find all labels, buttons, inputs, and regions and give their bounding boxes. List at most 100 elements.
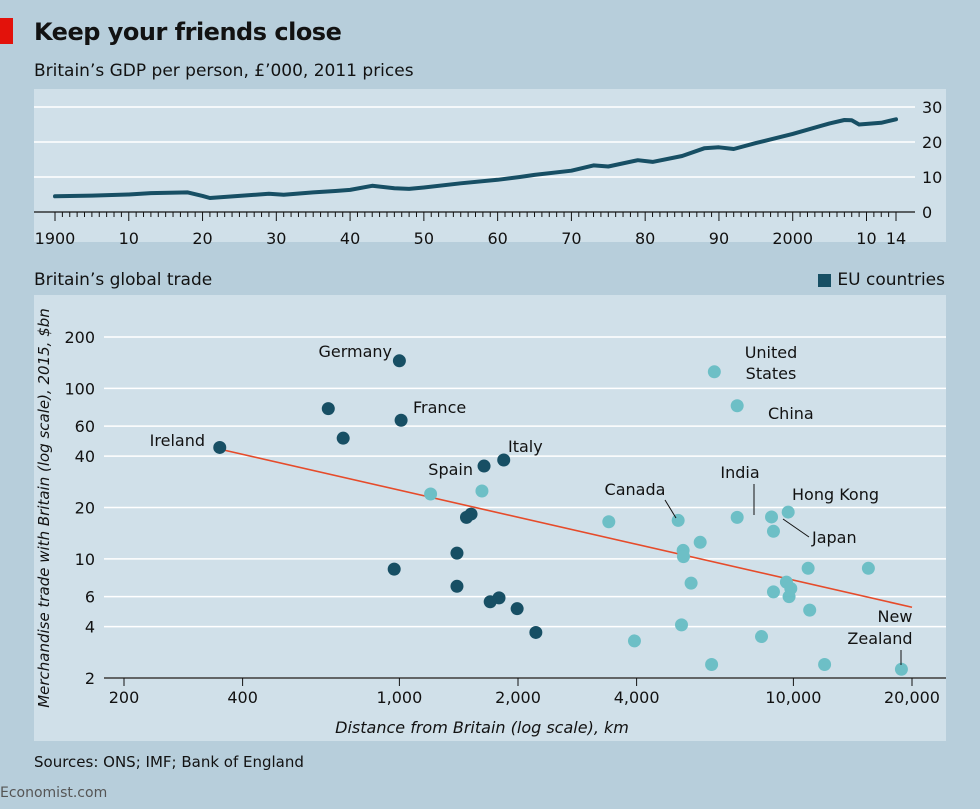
trade-ytick-label: 100 (64, 379, 95, 398)
gdp-xtick-label: 14 (886, 229, 906, 248)
point-non-eu (730, 399, 744, 413)
point-non-eu (765, 510, 779, 524)
point-non-eu (803, 603, 817, 617)
gdp-xtick-label: 30 (266, 229, 286, 248)
point-non-eu (475, 484, 489, 498)
gdp-xtick-label: 40 (340, 229, 360, 248)
gdp-plot-area (34, 89, 946, 242)
point-eu (459, 510, 473, 524)
point-eu (529, 625, 543, 639)
point-non-eu (693, 535, 707, 549)
label-us-line2: States (746, 364, 797, 383)
gdp-xtick-label: 50 (414, 229, 434, 248)
trade-ylabel: Merchandise trade with Britain (log scal… (35, 308, 53, 708)
legend-swatch-eu (818, 273, 832, 287)
label-canada: Canada (605, 480, 666, 499)
trade-plot-area (34, 295, 946, 741)
point-eu (394, 413, 408, 427)
point-eu (392, 354, 406, 368)
point-non-eu (781, 505, 795, 519)
gdp-ytick-label: 0 (922, 203, 932, 222)
label-hong-kong: Hong Kong (792, 485, 879, 504)
trade-ytick-label: 20 (75, 499, 95, 518)
point-non-eu (602, 515, 616, 529)
label-germany: Germany (318, 342, 392, 361)
point-non-eu (801, 561, 815, 575)
gdp-chart-title: Britain’s GDP per person, £’000, 2011 pr… (34, 61, 414, 81)
point-non-eu (782, 590, 796, 604)
brand-footer: Economist.com (0, 785, 108, 801)
trade-chart: 2 4 6 10 20 40 60 100 200 200 400 1,000 2,000 4,000 10… (35, 308, 946, 737)
trade-xtick-label: 200 (109, 688, 140, 707)
point-non-eu (766, 585, 780, 599)
leader-japan (782, 518, 810, 538)
point-non-eu (627, 634, 641, 648)
trade-ytick-label: 4 (85, 618, 95, 637)
trade-xtick-label: 20,000 (884, 688, 940, 707)
legend: EU countries (818, 270, 945, 290)
point-eu (510, 602, 524, 616)
trade-xtick-label: 4,000 (614, 688, 660, 707)
trend-line (219, 448, 913, 609)
label-nz-line2: Zealand (847, 629, 912, 648)
chart-title: Keep your friends close (34, 18, 342, 46)
trade-ytick-label: 6 (85, 588, 95, 607)
gdp-ytick-label: 10 (922, 168, 942, 187)
gdp-ytick-label: 20 (922, 133, 942, 152)
gdp-xtick-label: 80 (635, 229, 655, 248)
trade-xtick-label: 2,000 (495, 688, 541, 707)
point-non-eu (674, 618, 688, 632)
trade-ytick-label: 10 (75, 550, 95, 569)
brand-red-bar (0, 18, 13, 44)
point-eu (477, 459, 491, 473)
gdp-xtick-label: 70 (561, 229, 581, 248)
point-non-eu (766, 524, 780, 538)
label-spain: Spain (428, 460, 473, 479)
point-eu (483, 595, 497, 609)
point-non-eu (424, 487, 438, 501)
gdp-chart: 0 10 20 30 1900 10 20 30 40 50 60 70 80 90 2000 10 14 (34, 98, 942, 248)
sources-note: Sources: ONS; IMF; Bank of England (34, 753, 304, 771)
trade-ytick-label: 60 (75, 417, 95, 436)
label-china: China (768, 404, 814, 423)
gdp-xtick-label: 10 (119, 229, 139, 248)
label-france: France (413, 398, 466, 417)
gdp-xtick-label: 10 (856, 229, 876, 248)
trade-chart-title: Britain’s global trade (34, 270, 213, 290)
label-nz-line1: New (878, 607, 913, 626)
gdp-ytick-label: 30 (922, 98, 942, 117)
gdp-xtick-label: 90 (709, 229, 729, 248)
point-eu (387, 562, 401, 576)
label-ireland: Ireland (150, 431, 205, 450)
point-non-eu (730, 510, 744, 524)
point-eu (321, 402, 335, 416)
trade-xlabel: Distance from Britain (log scale), km (335, 718, 629, 737)
label-japan: Japan (811, 528, 857, 547)
label-us-line1: United (745, 343, 798, 362)
point-labels: Germany France Ireland Italy Spain Canada Indi… (150, 342, 913, 665)
gdp-xtick-label: 60 (487, 229, 507, 248)
point-non-eu (894, 662, 908, 676)
point-eu (450, 546, 464, 560)
point-non-eu (705, 657, 719, 671)
label-india: India (720, 463, 759, 482)
point-eu (497, 453, 511, 467)
point-eu (450, 579, 464, 593)
trade-ytick-label: 200 (64, 328, 95, 347)
point-non-eu (676, 550, 690, 564)
point-non-eu (755, 630, 769, 644)
point-non-eu (684, 576, 698, 590)
gdp-xtick-label: 1900 (35, 229, 76, 248)
trade-xtick-label: 1,000 (376, 688, 422, 707)
leader-canada (664, 499, 677, 519)
gdp-xtick-label: 20 (192, 229, 212, 248)
trade-xtick-label: 400 (227, 688, 258, 707)
point-eu (336, 431, 350, 445)
point-non-eu (818, 657, 832, 671)
point-non-eu (671, 513, 685, 527)
legend-label-eu: EU countries (837, 270, 945, 290)
label-italy: Italy (508, 437, 543, 456)
trade-xtick-label: 10,000 (765, 688, 821, 707)
trade-ytick-label: 2 (85, 669, 95, 688)
